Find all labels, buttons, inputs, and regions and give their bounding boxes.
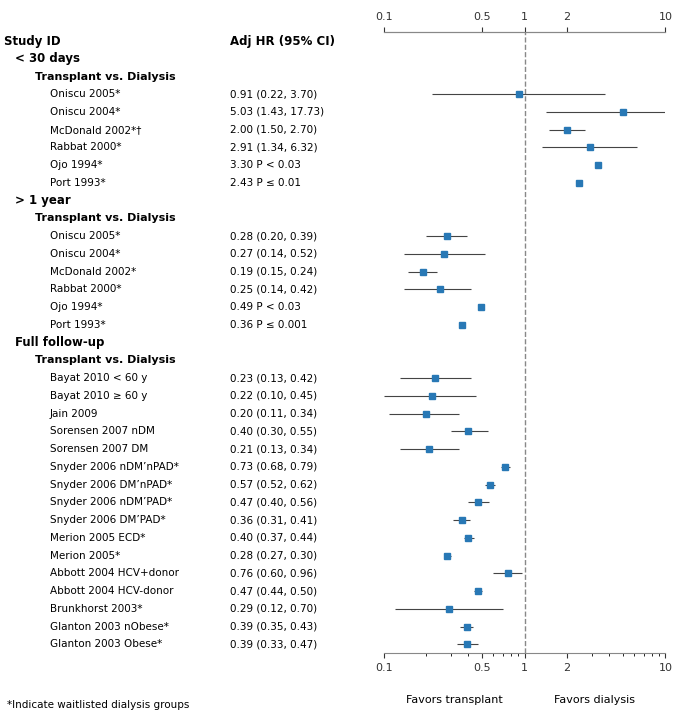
Text: 2.43 P ≤ 0.01: 2.43 P ≤ 0.01: [230, 178, 301, 188]
Text: Transplant vs. Dialysis: Transplant vs. Dialysis: [35, 213, 175, 223]
Text: Glanton 2003 Obese*: Glanton 2003 Obese*: [50, 640, 162, 650]
Text: Glanton 2003 nObese*: Glanton 2003 nObese*: [50, 622, 169, 632]
Text: Ojo 1994*: Ojo 1994*: [50, 160, 103, 170]
Text: Bayat 2010 ≥ 60 y: Bayat 2010 ≥ 60 y: [50, 391, 147, 401]
Text: Rabbat 2000*: Rabbat 2000*: [50, 143, 122, 153]
Text: 0.40 (0.37, 0.44): 0.40 (0.37, 0.44): [230, 533, 317, 543]
Text: 0.25 (0.14, 0.42): 0.25 (0.14, 0.42): [230, 284, 317, 294]
Text: 0.49 P < 0.03: 0.49 P < 0.03: [230, 302, 301, 312]
Text: 2.91 (1.34, 6.32): 2.91 (1.34, 6.32): [230, 143, 318, 153]
Text: Transplant vs. Dialysis: Transplant vs. Dialysis: [35, 356, 175, 366]
Text: 0.21 (0.13, 0.34): 0.21 (0.13, 0.34): [230, 444, 317, 454]
Text: Snyder 2006 DM’PAD*: Snyder 2006 DM’PAD*: [50, 516, 166, 526]
Text: Abbott 2004 HCV+donor: Abbott 2004 HCV+donor: [50, 568, 179, 578]
Text: Snyder 2006 nDM’nPAD*: Snyder 2006 nDM’nPAD*: [50, 462, 179, 472]
Text: Oniscu 2005*: Oniscu 2005*: [50, 89, 120, 99]
Text: Snyder 2006 DM’nPAD*: Snyder 2006 DM’nPAD*: [50, 480, 172, 490]
Text: 2.00 (1.50, 2.70): 2.00 (1.50, 2.70): [230, 125, 317, 135]
Text: > 1 year: > 1 year: [16, 194, 71, 207]
Text: 0.29 (0.12, 0.70): 0.29 (0.12, 0.70): [230, 604, 317, 614]
Text: Favors transplant: Favors transplant: [406, 695, 502, 705]
Text: Rabbat 2000*: Rabbat 2000*: [50, 284, 122, 294]
Text: 0.47 (0.44, 0.50): 0.47 (0.44, 0.50): [230, 586, 317, 596]
Text: Ojo 1994*: Ojo 1994*: [50, 302, 103, 312]
Text: Full follow-up: Full follow-up: [16, 336, 105, 349]
Text: Sorensen 2007 DM: Sorensen 2007 DM: [50, 444, 148, 454]
Text: 0.40 (0.30, 0.55): 0.40 (0.30, 0.55): [230, 426, 317, 436]
Text: Snyder 2006 nDM’PAD*: Snyder 2006 nDM’PAD*: [50, 498, 172, 508]
Text: 0.47 (0.40, 0.56): 0.47 (0.40, 0.56): [230, 498, 317, 508]
Text: 0.91 (0.22, 3.70): 0.91 (0.22, 3.70): [230, 89, 317, 99]
Text: 3.30 P < 0.03: 3.30 P < 0.03: [230, 160, 301, 170]
Text: 0.23 (0.13, 0.42): 0.23 (0.13, 0.42): [230, 373, 317, 383]
Text: 0.19 (0.15, 0.24): 0.19 (0.15, 0.24): [230, 267, 317, 277]
Text: 0.57 (0.52, 0.62): 0.57 (0.52, 0.62): [230, 480, 317, 490]
Text: Oniscu 2004*: Oniscu 2004*: [50, 249, 120, 259]
Text: Brunkhorst 2003*: Brunkhorst 2003*: [50, 604, 143, 614]
Text: 0.22 (0.10, 0.45): 0.22 (0.10, 0.45): [230, 391, 317, 401]
Text: 5.03 (1.43, 17.73): 5.03 (1.43, 17.73): [230, 107, 325, 117]
Text: 0.20 (0.11, 0.34): 0.20 (0.11, 0.34): [230, 408, 317, 418]
Text: McDonald 2002*†: McDonald 2002*†: [50, 125, 141, 135]
Text: Bayat 2010 < 60 y: Bayat 2010 < 60 y: [50, 373, 147, 383]
Text: 0.28 (0.27, 0.30): 0.28 (0.27, 0.30): [230, 550, 317, 560]
Text: Oniscu 2004*: Oniscu 2004*: [50, 107, 120, 117]
Text: Jain 2009: Jain 2009: [50, 408, 98, 418]
Text: 0.28 (0.20, 0.39): 0.28 (0.20, 0.39): [230, 231, 317, 241]
Text: McDonald 2002*: McDonald 2002*: [50, 267, 136, 277]
Text: Abbott 2004 HCV-donor: Abbott 2004 HCV-donor: [50, 586, 173, 596]
Text: Sorensen 2007 nDM: Sorensen 2007 nDM: [50, 426, 155, 436]
Text: 0.39 (0.35, 0.43): 0.39 (0.35, 0.43): [230, 622, 317, 632]
Text: Merion 2005*: Merion 2005*: [50, 550, 120, 560]
Text: Adj HR (95% CI): Adj HR (95% CI): [230, 34, 335, 48]
Text: Study ID: Study ID: [4, 34, 60, 48]
Text: 0.73 (0.68, 0.79): 0.73 (0.68, 0.79): [230, 462, 317, 472]
Text: 0.76 (0.60, 0.96): 0.76 (0.60, 0.96): [230, 568, 317, 578]
Text: *Indicate waitlisted dialysis groups: *Indicate waitlisted dialysis groups: [7, 700, 189, 710]
Text: 0.36 (0.31, 0.41): 0.36 (0.31, 0.41): [230, 516, 317, 526]
Text: < 30 days: < 30 days: [16, 52, 80, 65]
Text: Oniscu 2005*: Oniscu 2005*: [50, 231, 120, 241]
Text: Port 1993*: Port 1993*: [50, 178, 105, 188]
Text: 0.27 (0.14, 0.52): 0.27 (0.14, 0.52): [230, 249, 317, 259]
Text: Transplant vs. Dialysis: Transplant vs. Dialysis: [35, 71, 175, 81]
Text: Merion 2005 ECD*: Merion 2005 ECD*: [50, 533, 145, 543]
Text: Favors dialysis: Favors dialysis: [555, 695, 636, 705]
Text: 0.36 P ≤ 0.001: 0.36 P ≤ 0.001: [230, 320, 308, 330]
Text: Port 1993*: Port 1993*: [50, 320, 105, 330]
Text: 0.39 (0.33, 0.47): 0.39 (0.33, 0.47): [230, 640, 317, 650]
